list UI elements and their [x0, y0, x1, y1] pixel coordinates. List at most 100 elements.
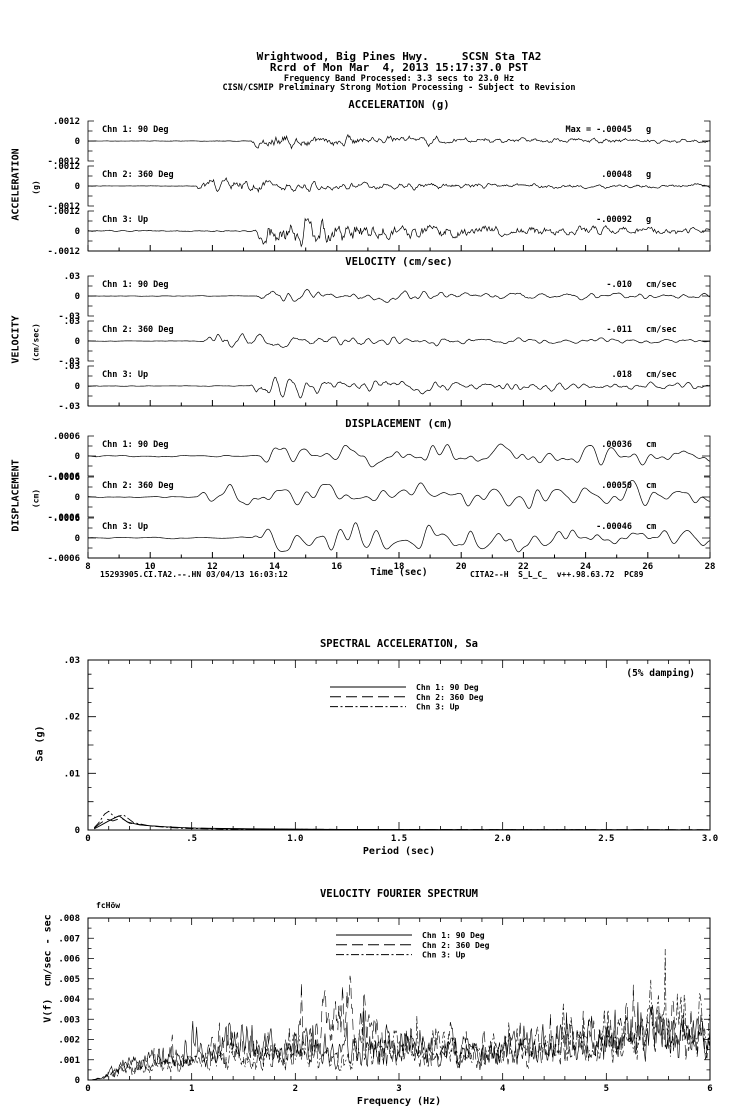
max-value-velocity-ch2: -.011 — [606, 325, 632, 335]
right-axis-bracket-displacement-ch3 — [702, 517, 711, 559]
fourier-xtick-label: 6 — [707, 1084, 712, 1094]
right-axis-bracket-velocity-ch1 — [702, 275, 711, 317]
left-axis-bracket-velocity-ch3 — [87, 365, 96, 407]
ytick-pos-velocity: .03 — [64, 317, 80, 327]
waveform-trace-displacement-ch1 — [87, 443, 711, 468]
channel-label-velocity-ch1: Chn 1: 90 Deg — [102, 280, 169, 290]
sa-xtick-label: 0 — [85, 834, 90, 844]
fourier-ytick-label: .005 — [58, 975, 80, 985]
max-value-acceleration-ch3: -.00092 — [596, 215, 632, 225]
left-axis-bracket-velocity-ch1 — [87, 275, 96, 317]
xtick-label-time: 22 — [518, 562, 529, 572]
fourier-ytick-label: .006 — [58, 955, 80, 965]
fourier-legend-label-2: Chn 2: 360 Deg — [422, 941, 490, 950]
right-axis-bracket-acceleration-ch3 — [702, 210, 711, 252]
ytick-zero-displacement: 0 — [75, 452, 80, 462]
max-value-acceleration-ch2: .00048 — [601, 170, 632, 180]
ytick-pos-displacement: .0006 — [53, 432, 80, 442]
ytick-zero-acceleration: 0 — [75, 182, 80, 192]
right-axis-bracket-acceleration-ch1 — [702, 120, 711, 162]
sa-xtick-label: 3.0 — [702, 834, 718, 844]
sa-xtick-label: .5 — [186, 834, 197, 844]
left-axis-bracket-acceleration-ch1 — [87, 120, 96, 162]
ytick-pos-acceleration: .0012 — [53, 162, 80, 172]
acceleration-title: ACCELERATION (g) — [348, 99, 450, 111]
time-axis-label: Time (sec) — [370, 567, 428, 578]
right-axis-bracket-velocity-ch2 — [702, 320, 711, 362]
fourier-xtick-label: 0 — [85, 1084, 90, 1094]
velocity-axis-units: (cm/sec) — [31, 323, 41, 362]
sa-y-axis-label: Sa (g) — [34, 725, 46, 762]
header-record-line: Rcrd of Mon Mar 4, 2013 15:17:37.0 PST — [269, 61, 529, 74]
ytick-neg-acceleration: -.0012 — [47, 202, 80, 212]
channel-label-displacement-ch1: Chn 1: 90 Deg — [102, 440, 169, 450]
ytick-zero-acceleration: 0 — [75, 227, 80, 237]
sa-legend-label-3: Chn 3: Up — [416, 703, 460, 712]
time-axis-velocity — [87, 400, 711, 407]
sa-legend-label-1: Chn 1: 90 Deg — [416, 683, 479, 692]
displacement-axis-units: (cm) — [31, 488, 41, 509]
xtick-label-time: 12 — [207, 562, 218, 572]
ytick-pos-displacement: .0006 — [53, 514, 80, 524]
max-unit-acceleration-ch2: g — [646, 170, 651, 180]
xtick-label-time: 18 — [394, 562, 405, 572]
sa-ytick-label: .02 — [64, 713, 80, 723]
sa-xtick-label: 2.0 — [495, 834, 511, 844]
ytick-neg-displacement: -.0006 — [47, 472, 80, 482]
max-unit-velocity-ch3: cm/sec — [646, 370, 677, 380]
fourier-trace-ch3 — [87, 948, 711, 1081]
fourier-legend-label-1: Chn 1: 90 Deg — [422, 931, 485, 940]
velocity-title: VELOCITY (cm/sec) — [345, 256, 453, 268]
fourier-xtick-label: 5 — [604, 1084, 609, 1094]
left-axis-bracket-displacement-ch3 — [87, 517, 96, 559]
channel-label-displacement-ch3: Chn 3: Up — [102, 522, 148, 532]
xtick-label-time: 16 — [331, 562, 342, 572]
ytick-neg-acceleration: -.0012 — [47, 157, 80, 167]
channel-label-displacement-ch2: Chn 2: 360 Deg — [102, 481, 174, 491]
xtick-label-time: 26 — [642, 562, 653, 572]
ytick-neg-velocity: -.03 — [58, 402, 80, 412]
xtick-label-time: 20 — [456, 562, 467, 572]
ytick-pos-velocity: .03 — [64, 362, 80, 372]
max-value-displacement-ch1: .00036 — [601, 440, 632, 450]
waveform-trace-acceleration-ch2 — [87, 177, 711, 194]
ytick-neg-acceleration: -.0012 — [47, 247, 80, 257]
channel-label-velocity-ch2: Chn 2: 360 Deg — [102, 325, 174, 335]
displacement-title: DISPLACEMENT (cm) — [345, 418, 453, 430]
right-axis-bracket-acceleration-ch2 — [702, 165, 711, 207]
fourier-ytick-label: .002 — [58, 1036, 80, 1046]
left-axis-bracket-displacement-ch2 — [87, 476, 96, 518]
displacement-axis-label: DISPLACEMENT — [10, 459, 22, 532]
waveform-trace-velocity-ch2 — [87, 333, 711, 348]
ytick-zero-acceleration: 0 — [75, 137, 80, 147]
sa-curve-ch3 — [93, 810, 711, 831]
waveform-trace-velocity-ch1 — [87, 288, 711, 303]
max-unit-velocity-ch2: cm/sec — [646, 325, 677, 335]
ytick-zero-velocity: 0 — [75, 337, 80, 347]
fourier-trace-ch2 — [87, 975, 711, 1081]
fourier-title: VELOCITY FOURIER SPECTRUM — [319, 888, 479, 900]
acceleration-axis-label: ACCELERATION — [10, 148, 22, 221]
fourier-xtick-label: 2 — [293, 1084, 298, 1094]
fourier-legend-label-3: Chn 3: Up — [422, 951, 466, 960]
channel-label-acceleration-ch2: Chn 2: 360 Deg — [102, 170, 174, 180]
right-axis-bracket-displacement-ch1 — [702, 435, 711, 477]
waveform-trace-displacement-ch2 — [87, 479, 711, 509]
waveform-trace-acceleration-ch1 — [87, 133, 711, 150]
ytick-pos-acceleration: .0012 — [53, 117, 80, 127]
sa-title: SPECTRAL ACCELERATION, Sa — [319, 638, 479, 650]
sa-xtick-label: 2.5 — [598, 834, 614, 844]
ytick-pos-displacement: .0006 — [53, 473, 80, 483]
ytick-neg-displacement: -.0006 — [47, 554, 80, 564]
sa-xtick-label: 1.0 — [287, 834, 303, 844]
max-value-displacement-ch2: .00050 — [601, 481, 632, 491]
sa-ytick-label: .03 — [64, 656, 80, 666]
fourier-ytick-label: .004 — [58, 995, 80, 1005]
ytick-pos-velocity: .03 — [64, 272, 80, 282]
xtick-label-time: 14 — [269, 562, 280, 572]
sa-ytick-label: 0 — [75, 826, 80, 836]
ytick-neg-velocity: -.03 — [58, 312, 80, 322]
ytick-pos-acceleration: .0012 — [53, 207, 80, 217]
right-axis-bracket-velocity-ch3 — [702, 365, 711, 407]
